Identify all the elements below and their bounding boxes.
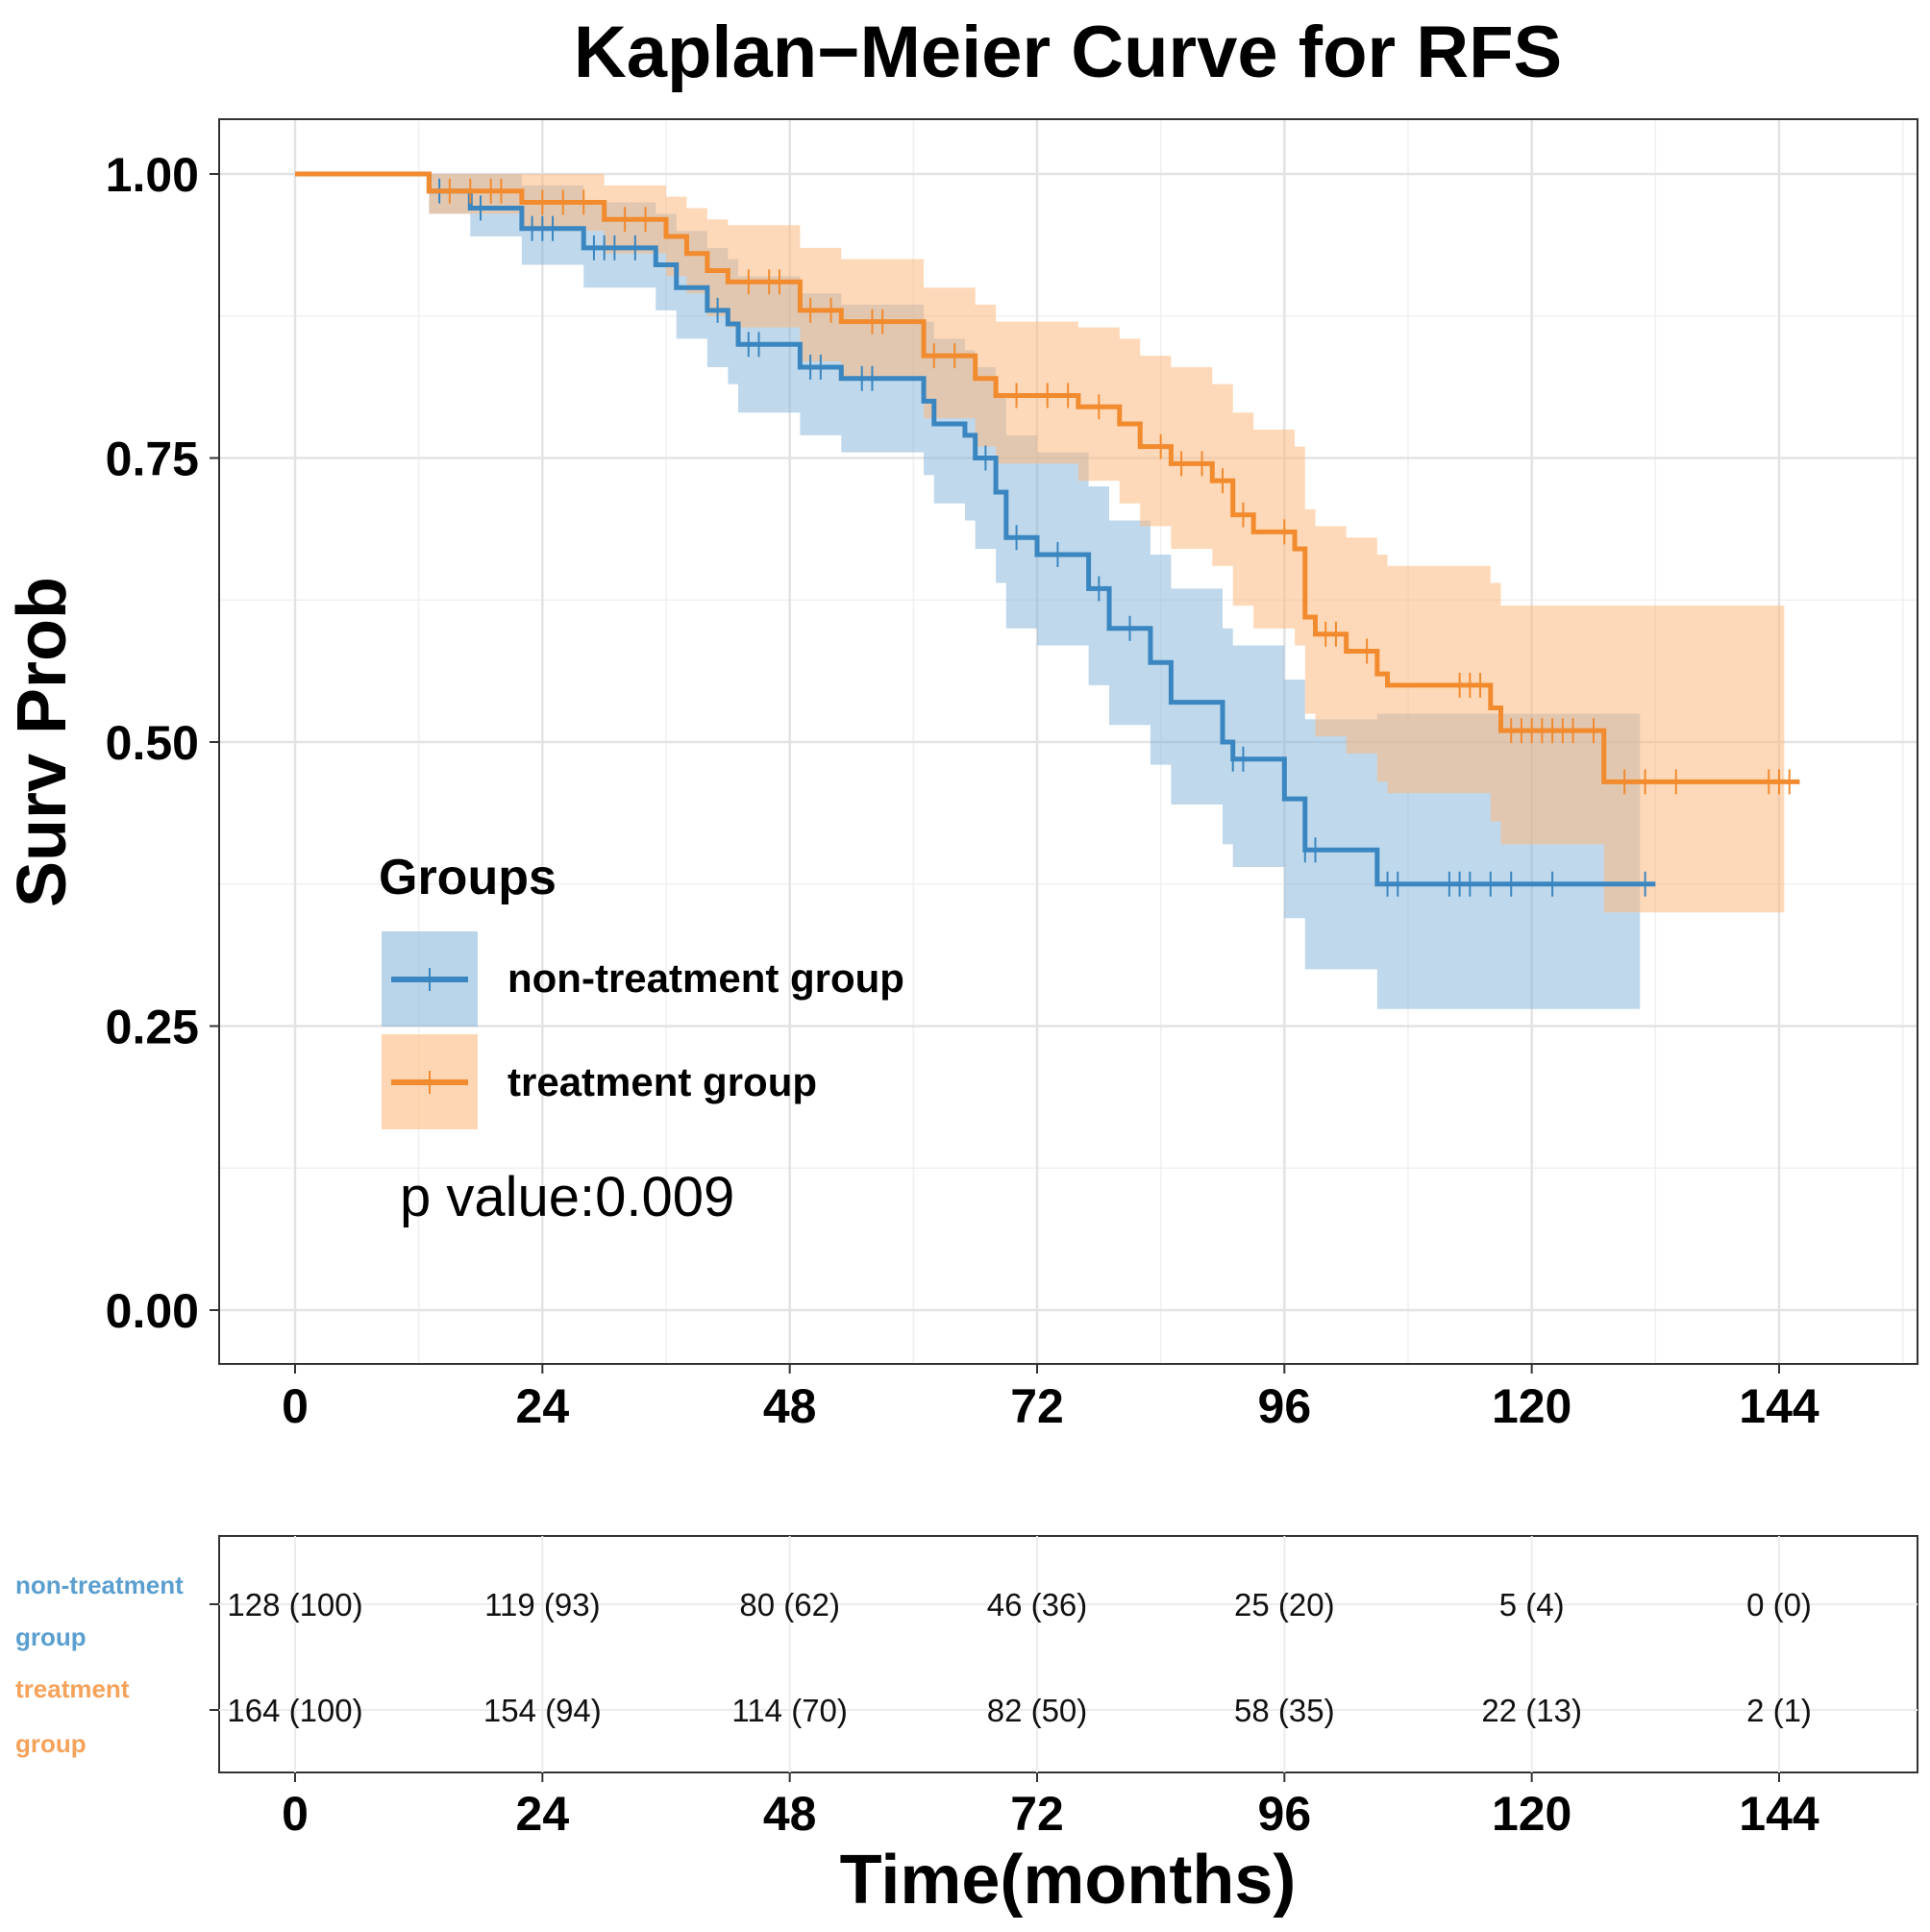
legend-item-non-treatment: non-treatment group (382, 931, 904, 1027)
risk-cell: 82 (50) (987, 1693, 1088, 1728)
risk-table: non-treatment group 128 (100) 119 (93) 80 (6… (15, 1535, 1918, 1773)
y-tick-label: 1.00 (106, 148, 199, 202)
survival-line-treatment (295, 171, 1800, 784)
risk-cell: 119 (93) (484, 1587, 600, 1622)
risk-cell: 128 (100) (227, 1587, 362, 1622)
y-axis: 0.00 0.25 0.50 0.75 1.00 (106, 148, 219, 1338)
survival-curves (295, 171, 1800, 897)
risk-cell: 25 (20) (1234, 1587, 1335, 1622)
x-tick-label: 144 (1739, 1379, 1819, 1433)
risk-x-tick-label: 120 (1492, 1787, 1571, 1841)
risk-row-label: treatment (15, 1674, 130, 1703)
y-tick-label: 0.75 (106, 433, 199, 486)
risk-cell: 114 (70) (731, 1693, 847, 1728)
risk-cell: 5 (4) (1499, 1587, 1565, 1622)
x-axis-label: Time(months) (840, 1842, 1297, 1919)
x-tick-label: 24 (516, 1379, 570, 1433)
risk-cell: 164 (100) (227, 1693, 362, 1728)
risk-cell: 2 (1) (1746, 1693, 1812, 1728)
risk-cell: 22 (13) (1481, 1693, 1582, 1728)
y-tick-label: 0.25 (106, 1001, 199, 1054)
x-tick-label: 120 (1492, 1379, 1571, 1433)
x-tick-label: 0 (282, 1379, 309, 1433)
x-axis: 0 0 24 24 48 48 72 72 96 96 120 120 144 144 (282, 1364, 1819, 1841)
risk-cell: 0 (0) (1746, 1587, 1812, 1622)
chart-title: Kaplan−Meier Curve for RFS (574, 12, 1562, 93)
risk-cell: 154 (94) (483, 1693, 602, 1728)
risk-x-tick-label: 144 (1739, 1787, 1819, 1841)
risk-x-tick-label: 24 (516, 1787, 570, 1841)
risk-row-label: group (15, 1622, 87, 1651)
legend-item-treatment: treatment group (382, 1034, 817, 1129)
risk-row-label: non-treatment (15, 1571, 184, 1599)
x-tick-label: 72 (1010, 1379, 1064, 1433)
y-tick-label: 0.50 (106, 716, 199, 770)
y-axis-label: Surv Prob (4, 577, 81, 907)
legend-title: Groups (379, 850, 557, 905)
risk-x-tick-label: 96 (1258, 1787, 1312, 1841)
survival-line-non-treatment (295, 171, 1656, 887)
risk-x-tick-label: 0 (282, 1787, 309, 1841)
risk-x-tick-label: 48 (763, 1787, 817, 1841)
risk-cell: 80 (62) (739, 1587, 840, 1622)
risk-x-tick-label: 72 (1010, 1787, 1064, 1841)
legend-label-treatment: treatment group (507, 1059, 817, 1104)
legend: Groups non-treatment group treatment gro… (379, 850, 904, 1129)
x-tick-label: 48 (763, 1379, 817, 1433)
legend-label-non-treatment: non-treatment group (507, 955, 904, 1001)
y-tick-label: 0.00 (106, 1284, 199, 1338)
ci-band-treatment (295, 174, 1785, 913)
risk-table-border (218, 1535, 1918, 1773)
p-value-annotation: p value:0.009 (400, 1166, 734, 1228)
risk-cell: 58 (35) (1234, 1693, 1335, 1728)
risk-cell: 46 (36) (987, 1587, 1088, 1622)
risk-row-label: group (15, 1729, 87, 1758)
x-tick-label: 96 (1258, 1379, 1312, 1433)
